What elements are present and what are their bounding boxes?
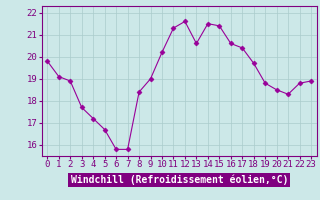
X-axis label: Windchill (Refroidissement éolien,°C): Windchill (Refroidissement éolien,°C) [70, 175, 288, 185]
